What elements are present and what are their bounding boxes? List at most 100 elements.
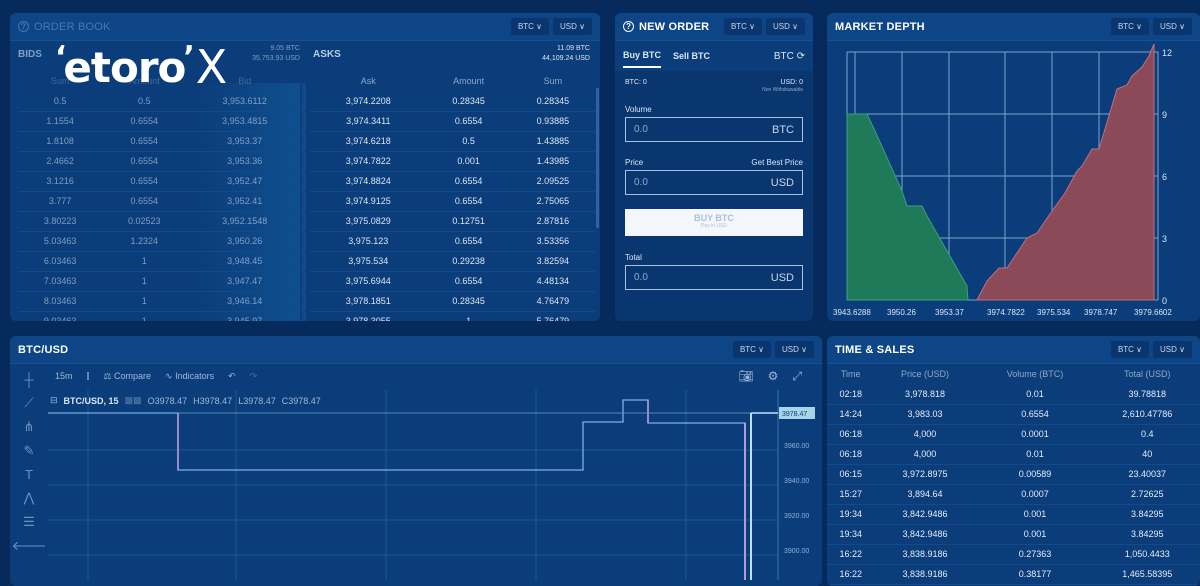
indicators-button[interactable]: ∿ Indicators: [165, 371, 214, 382]
order-form: BTC: 0 USD: 0 Non Withdrawable Volume 0.0…: [615, 71, 813, 321]
table-cell: 0.6554: [102, 131, 187, 152]
table-row[interactable]: 14:24 3,983.03 0.6554 2,610.47786: [827, 404, 1200, 425]
settings-icon[interactable]: ⚙: [767, 368, 779, 383]
quote-currency-select[interactable]: USD ∨: [1153, 341, 1192, 358]
svg-text:3: 3: [1162, 234, 1167, 244]
col-price: Price (USD): [900, 369, 949, 379]
base-currency-select[interactable]: BTC ∨: [510, 18, 550, 35]
table-cell: 1: [102, 271, 187, 292]
time-sales-title: TIME & SALES: [835, 343, 915, 356]
quote-currency-select[interactable]: USD ∨: [766, 18, 805, 35]
camera-icon[interactable]: 📷︎: [738, 368, 754, 383]
buy-btc-button[interactable]: BUY BTC Pay in USD: [625, 209, 803, 236]
currency-toggle[interactable]: BTC ⟳: [774, 51, 805, 62]
table-row[interactable]: 3,975.0829 0.12751 2.87816: [310, 211, 595, 232]
table-cell: 1.2324: [102, 231, 187, 252]
table-row[interactable]: 3.80223 0.02523 3,952.1548: [18, 211, 303, 232]
table-cell: 0.5: [102, 91, 187, 112]
table-row[interactable]: 3,974.8824 0.6554 2.09525: [310, 171, 595, 192]
text-icon[interactable]: T: [25, 467, 33, 482]
table-row[interactable]: 1.1554 0.6554 3,953.4815: [18, 111, 303, 132]
brush-icon[interactable]: ✎: [23, 443, 35, 458]
table-row[interactable]: 9.03463 1 3,945.97: [18, 311, 303, 321]
table-row[interactable]: 16:22 3,838.9186 0.38177 1,465.58395: [827, 564, 1200, 585]
fib-icon[interactable]: ☰: [23, 514, 35, 529]
table-row[interactable]: 02:18 3,978.818 0.01 39.78818: [827, 384, 1200, 405]
ohlc-high: H3978.47: [193, 395, 233, 406]
table-row[interactable]: 3,974.6218 0.5 1.43885: [310, 131, 595, 152]
total-input[interactable]: 0.0 USD: [625, 265, 803, 290]
table-row[interactable]: 3,974.2208 0.28345 0.28345: [310, 91, 595, 112]
undo-icon[interactable]: ↶: [228, 370, 236, 381]
table-row[interactable]: 15:27 3,894.64 0.0007 2.72625: [827, 484, 1200, 505]
table-row[interactable]: 06:18 4,000 0.01 40: [827, 444, 1200, 465]
bids-scrollbar[interactable]: [302, 83, 306, 321]
time-sales-header: TIME & SALES BTC ∨ USD ∨: [827, 336, 1200, 364]
table-cell: 3,948.45: [186, 251, 303, 272]
table-row[interactable]: 19:34 3,842.9486 0.001 3.84295: [827, 524, 1200, 545]
base-currency-select[interactable]: BTC ∨: [1110, 341, 1150, 358]
price-input[interactable]: 0.0 USD: [625, 170, 803, 195]
asks-scrollbar[interactable]: [596, 88, 599, 228]
table-cell: 0.12751: [426, 211, 511, 232]
table-cell: 3.1216: [18, 171, 103, 192]
table-row[interactable]: 19:34 3,842.9486 0.001 3.84295: [827, 504, 1200, 525]
bids-table: Sum Amount Bid 0.5 0.5 3,953.6112 1.1554 0.6…: [18, 71, 303, 321]
price-chart-canvas: 3978.47 3960.00 3940.00 3920.00 3900.00: [48, 390, 815, 580]
crosshair-icon[interactable]: ┼: [24, 372, 34, 387]
table-cell: 6.03463: [18, 251, 103, 272]
table-row[interactable]: 06:15 3,972.8975 0.00589 23.40037: [827, 464, 1200, 485]
collapse-icon[interactable]: ⊟: [50, 395, 58, 405]
table-row[interactable]: 3,978.3055 1 5.76479: [310, 311, 595, 321]
pattern-icon[interactable]: ⋀: [23, 490, 35, 505]
logo-horn-left-icon: ‘: [55, 39, 66, 75]
table-row[interactable]: 3,975.123 0.6554 3.53356: [310, 231, 595, 252]
table-row[interactable]: 8.03463 1 3,946.14: [18, 291, 303, 312]
table-row[interactable]: 3,975.6944 0.6554 4.48134: [310, 271, 595, 292]
total-label: Total: [625, 253, 642, 262]
interval-select[interactable]: 15m: [55, 371, 73, 381]
back-arrow-icon[interactable]: 🡐: [11, 538, 47, 553]
table-row[interactable]: 2.4662 0.6554 3,953.36: [18, 151, 303, 172]
table-row[interactable]: 1.8108 0.6554 3,953.37: [18, 131, 303, 152]
table-row[interactable]: 3.777 0.6554 3,952.41: [18, 191, 303, 212]
base-currency-select[interactable]: BTC ∨: [1110, 18, 1150, 35]
table-row[interactable]: 3,975.534 0.29238 3.82594: [310, 251, 595, 272]
fullscreen-icon[interactable]: ⤢: [792, 368, 802, 383]
base-currency-select[interactable]: BTC ∨: [732, 341, 772, 358]
table-cell: 3.53356: [510, 231, 595, 252]
tab-sell-btc[interactable]: Sell BTC: [673, 51, 711, 61]
quote-currency-select[interactable]: USD ∨: [775, 341, 814, 358]
table-row[interactable]: 0.5 0.5 3,953.6112: [18, 91, 303, 112]
quote-currency-select[interactable]: USD ∨: [553, 18, 592, 35]
help-icon[interactable]: ?: [18, 21, 29, 32]
table-row[interactable]: 16:22 3,838.9186 0.27363 1,050.4433: [827, 544, 1200, 565]
compare-button[interactable]: ⚖ Compare: [103, 371, 151, 382]
redo-icon[interactable]: ↷: [249, 370, 258, 381]
table-row[interactable]: 06:18 4,000 0.0001 0.4: [827, 424, 1200, 445]
table-cell: 3,978.3055: [310, 311, 427, 321]
trendline-icon[interactable]: ⟋: [24, 395, 34, 410]
table-cell: 3,952.41: [186, 191, 303, 212]
bids-label: BIDS: [18, 49, 42, 60]
table-cell: 39.78818: [1094, 384, 1200, 405]
table-row[interactable]: 6.03463 1 3,948.45: [18, 251, 303, 272]
table-row[interactable]: 7.03463 1 3,947.47: [18, 271, 303, 292]
table-cell: 06:18: [827, 424, 875, 445]
get-best-price-link[interactable]: Get Best Price: [751, 158, 803, 167]
table-row[interactable]: 3,974.7822 0.001 1.43985: [310, 151, 595, 172]
table-row[interactable]: 3.1216 0.6554 3,952.47: [18, 171, 303, 192]
volume-input[interactable]: 0.0 BTC: [625, 117, 803, 142]
pitchfork-icon[interactable]: ⋔: [23, 419, 35, 434]
table-row[interactable]: 3,978.1851 0.28345 4.76479: [310, 291, 595, 312]
tab-buy-btc[interactable]: Buy BTC: [623, 44, 661, 68]
table-row[interactable]: 5.03463 1.2324 3,950.26: [18, 231, 303, 252]
quote-currency-select[interactable]: USD ∨: [1153, 18, 1192, 35]
table-cell: 0.6554: [426, 171, 511, 192]
help-icon[interactable]: ?: [623, 21, 634, 32]
candle-type-icon[interactable]: ⫿: [86, 370, 90, 381]
table-row[interactable]: 3,974.3411 0.6554 0.93885: [310, 111, 595, 132]
table-row[interactable]: 3,974.9125 0.6554 2.75065: [310, 191, 595, 212]
base-currency-select[interactable]: BTC ∨: [723, 18, 763, 35]
table-cell: 3,952.1548: [186, 211, 303, 232]
